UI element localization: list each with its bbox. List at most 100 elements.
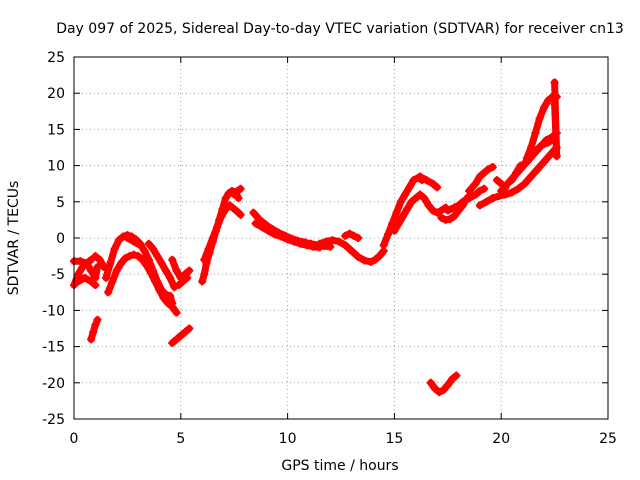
data-point — [200, 270, 209, 279]
data-point — [507, 188, 516, 197]
data-point — [480, 184, 489, 193]
data-point — [108, 277, 117, 286]
data-point — [129, 250, 138, 259]
data-point — [527, 143, 536, 152]
data-point — [403, 205, 412, 214]
data-point — [198, 277, 207, 286]
x-axis-tick-labels: 0 5 10 15 20 25 — [70, 431, 617, 447]
data-point — [102, 273, 111, 282]
data-point — [185, 266, 194, 275]
data-point — [121, 254, 130, 263]
data-point — [225, 201, 234, 210]
series-trace — [380, 174, 426, 249]
data-point — [144, 239, 153, 248]
x-tick-label: 0 — [70, 431, 79, 447]
grid — [74, 57, 608, 419]
data-point — [471, 190, 480, 199]
data-point — [501, 183, 510, 192]
series-isolated — [550, 78, 561, 161]
data-point — [116, 259, 125, 268]
data-point — [221, 205, 230, 214]
data-point — [230, 205, 239, 214]
data-point — [360, 256, 369, 265]
data-point — [322, 237, 331, 246]
data-point — [428, 206, 437, 215]
data-point — [450, 212, 459, 221]
data-point — [76, 257, 85, 266]
data-point — [93, 315, 102, 324]
data-point — [264, 226, 273, 235]
data-point — [163, 299, 172, 308]
data-point — [497, 186, 506, 195]
data-point — [416, 172, 425, 181]
data-point — [334, 237, 343, 246]
data-point — [452, 371, 461, 380]
data-point — [257, 223, 266, 232]
data-point — [82, 259, 91, 268]
data-point — [426, 378, 435, 387]
data-point — [91, 252, 100, 261]
data-point — [448, 375, 457, 384]
series-arc-3 — [74, 273, 100, 290]
data-point — [354, 234, 363, 242]
data-point — [136, 241, 145, 250]
data-point — [371, 255, 380, 264]
x-tick-label: 20 — [492, 431, 510, 447]
data-point — [480, 168, 489, 177]
y-tick-label: 10 — [47, 159, 65, 175]
data-point — [420, 194, 429, 203]
data-point — [535, 114, 544, 123]
series-arc-25 — [465, 163, 497, 195]
data-point — [217, 212, 226, 221]
data-point — [484, 165, 493, 174]
data-point — [157, 259, 166, 268]
data-point — [411, 194, 420, 203]
data-point — [430, 384, 439, 393]
series-arc-10 — [168, 255, 194, 282]
data-point — [290, 237, 299, 246]
data-point — [465, 186, 474, 195]
data-point — [501, 190, 510, 199]
series-arc-32 — [492, 176, 510, 192]
series-trace — [74, 274, 99, 289]
series-trace — [416, 173, 441, 191]
data-point — [161, 266, 170, 275]
x-tick-label: 25 — [599, 431, 617, 447]
data-point — [475, 172, 484, 181]
data-point — [168, 302, 177, 311]
data-point — [546, 150, 555, 159]
data-point — [270, 230, 279, 239]
data-point — [140, 247, 149, 256]
data-point — [112, 266, 121, 275]
data-point — [74, 277, 83, 286]
data-point — [200, 255, 209, 264]
series-arc-33 — [426, 371, 461, 397]
y-tick-label: -25 — [42, 412, 65, 428]
data-point — [87, 255, 96, 264]
series-arc-4 — [87, 315, 102, 344]
data-point — [443, 380, 452, 389]
series-arc-11 — [174, 273, 192, 290]
data-point — [416, 190, 425, 199]
series-trace — [444, 198, 467, 214]
data-point — [221, 194, 230, 203]
data-point — [550, 100, 559, 109]
data-point — [315, 239, 324, 248]
data-point — [91, 281, 100, 290]
data-point — [539, 103, 548, 112]
series-trace — [200, 201, 245, 264]
data-point — [172, 308, 181, 317]
data-point — [328, 236, 337, 245]
data-point — [114, 236, 123, 245]
data-point — [149, 244, 158, 253]
data-point — [475, 201, 484, 210]
data-point — [537, 141, 546, 150]
data-point — [123, 234, 132, 242]
x-tick-label: 5 — [176, 431, 185, 447]
data-point — [514, 184, 523, 193]
data-point — [435, 388, 444, 397]
data-point — [234, 194, 243, 203]
data-point — [87, 266, 96, 275]
data-point — [516, 161, 525, 170]
